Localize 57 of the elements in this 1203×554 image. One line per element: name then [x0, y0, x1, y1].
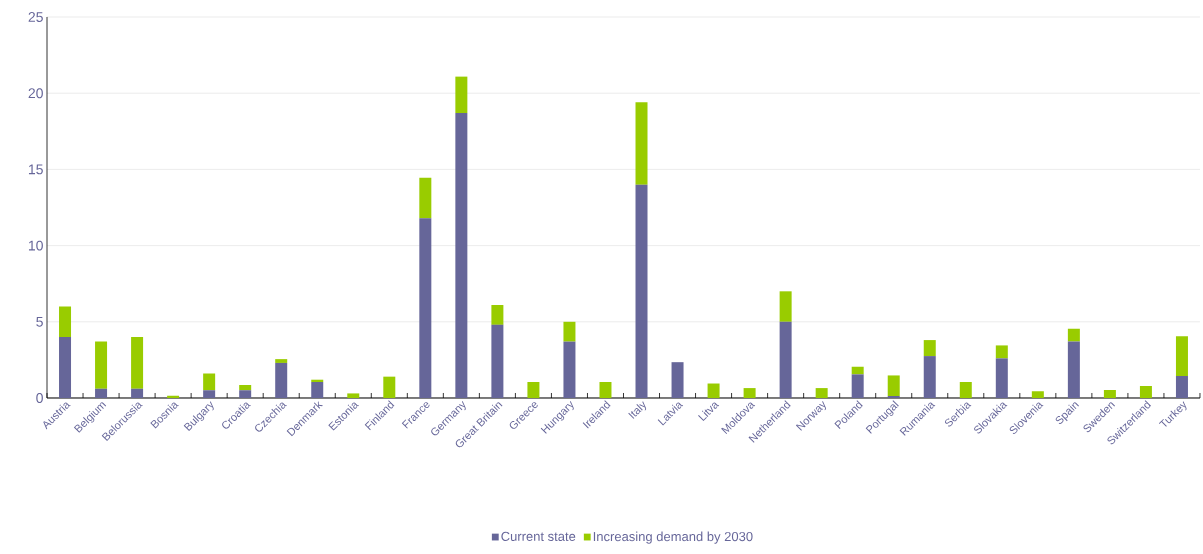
bar	[383, 376, 396, 398]
bar	[563, 321, 576, 342]
bar	[887, 375, 900, 397]
bar	[923, 340, 936, 357]
bar	[1031, 391, 1044, 398]
bar	[203, 390, 216, 398]
bar	[131, 388, 144, 398]
bar	[95, 388, 108, 398]
legend-label: Current state	[501, 531, 576, 541]
bar	[851, 374, 864, 398]
x-tick-label: Italy	[628, 401, 647, 419]
y-tick-label: 0	[36, 393, 43, 403]
bar	[275, 359, 288, 363]
bar	[347, 393, 360, 398]
bar	[1175, 336, 1188, 376]
bar	[743, 388, 756, 398]
y-tick-label: 5	[36, 316, 43, 327]
bar	[1067, 341, 1080, 398]
bar	[851, 366, 864, 375]
bar	[95, 341, 108, 389]
bar	[1139, 386, 1152, 398]
bar	[1067, 328, 1080, 342]
bar	[995, 345, 1008, 359]
bar	[239, 385, 252, 391]
bar	[203, 373, 216, 391]
bar	[563, 341, 576, 398]
bar	[959, 381, 972, 398]
bar	[419, 177, 432, 219]
bar	[671, 362, 684, 398]
bar	[419, 218, 432, 398]
bar	[491, 324, 504, 398]
legend-label: Increasing demand by 2030	[593, 531, 753, 544]
bar	[275, 362, 288, 398]
bar	[599, 381, 612, 398]
bar	[1175, 375, 1188, 398]
bar	[59, 337, 72, 398]
bar	[527, 381, 540, 398]
bar	[779, 291, 792, 322]
bar	[455, 113, 468, 398]
bar	[131, 337, 144, 389]
bar	[1103, 390, 1116, 398]
bar	[635, 102, 648, 185]
bar	[707, 383, 720, 398]
y-tick-label: 20	[28, 88, 43, 99]
bar	[491, 305, 504, 325]
bar	[311, 381, 324, 398]
y-tick-label: 25	[28, 12, 43, 22]
bar	[779, 321, 792, 398]
bar	[239, 390, 252, 398]
bar	[635, 184, 648, 398]
bar	[995, 358, 1008, 398]
bar	[59, 306, 72, 338]
y-tick-label: 15	[28, 164, 43, 175]
bar	[815, 388, 828, 398]
bar	[923, 356, 936, 398]
bar	[455, 76, 468, 114]
y-tick-label: 10	[28, 240, 43, 251]
